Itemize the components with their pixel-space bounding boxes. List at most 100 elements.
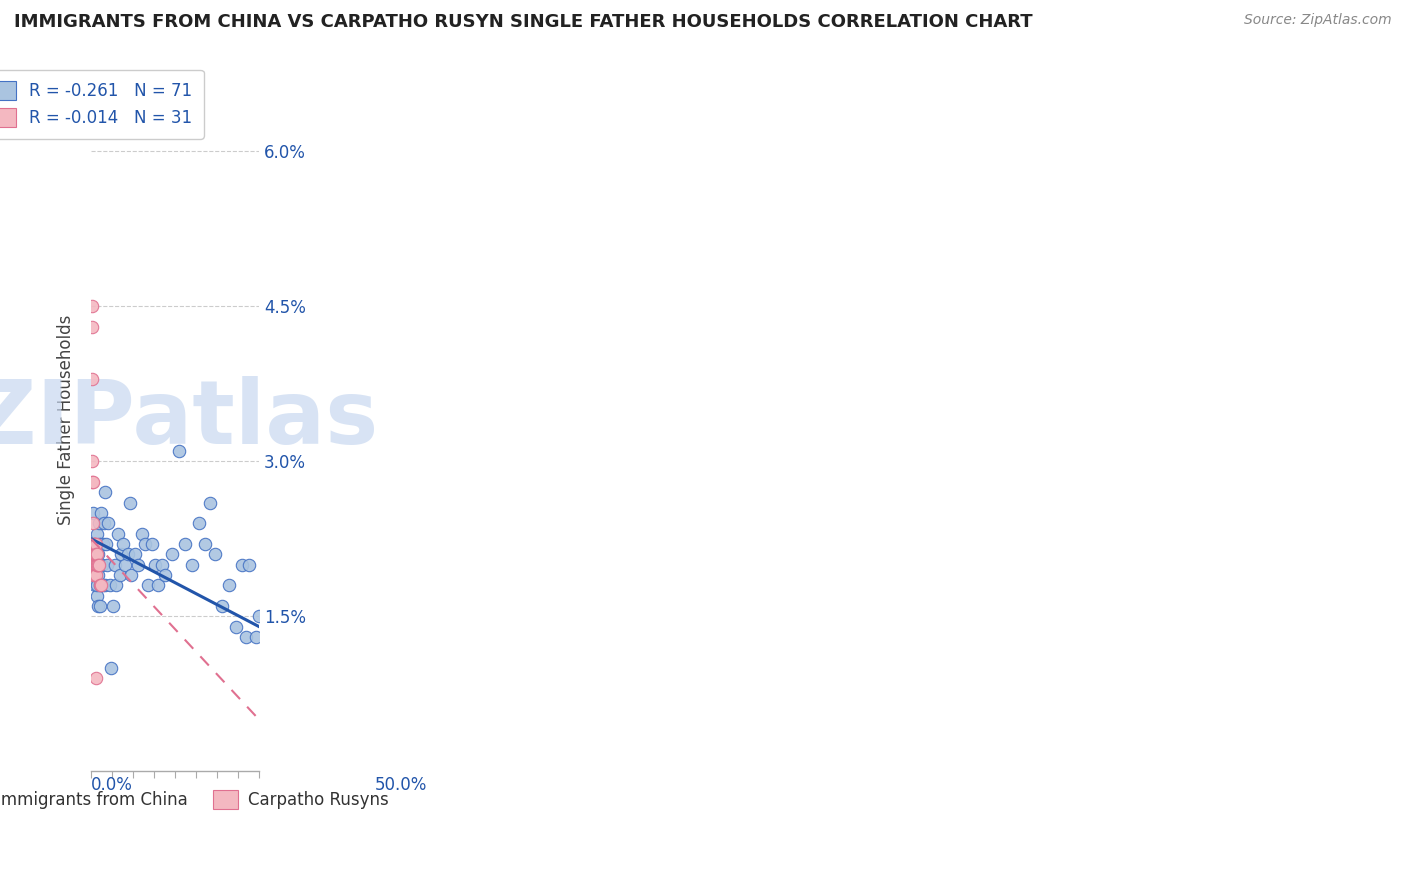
Point	[238, 558, 260, 572]
Point	[105, 578, 128, 592]
Point	[82, 454, 104, 468]
Point	[141, 537, 163, 551]
Point	[84, 537, 107, 551]
Point	[104, 558, 127, 572]
Point	[187, 516, 209, 531]
Point	[84, 671, 107, 685]
Point	[84, 558, 107, 572]
Point	[83, 547, 105, 561]
Point	[82, 299, 104, 313]
Point	[211, 599, 233, 613]
Point	[121, 568, 143, 582]
Text: 50.0%: 50.0%	[375, 776, 427, 794]
Point	[194, 537, 217, 551]
Text: Source: ZipAtlas.com: Source: ZipAtlas.com	[1244, 13, 1392, 28]
Point	[87, 599, 110, 613]
Text: ZIPatlas: ZIPatlas	[0, 376, 378, 464]
Point	[90, 537, 112, 551]
Point	[167, 444, 190, 458]
Point	[82, 558, 104, 572]
Point	[247, 609, 270, 624]
Point	[84, 558, 107, 572]
Point	[93, 485, 115, 500]
Point	[84, 578, 107, 592]
Point	[83, 568, 105, 582]
Point	[83, 547, 105, 561]
Point	[97, 516, 120, 531]
Point	[245, 630, 267, 644]
Point	[87, 558, 110, 572]
Point	[174, 537, 197, 551]
Point	[84, 547, 107, 561]
Point	[124, 547, 146, 561]
Point	[150, 558, 173, 572]
Point	[110, 547, 132, 561]
Point	[90, 506, 112, 520]
Point	[87, 568, 110, 582]
Point	[86, 547, 108, 561]
Point	[117, 547, 139, 561]
Point	[231, 558, 253, 572]
Y-axis label: Single Father Households: Single Father Households	[58, 315, 75, 525]
Point	[94, 578, 117, 592]
Point	[82, 371, 104, 385]
Point	[143, 558, 166, 572]
Point	[83, 568, 105, 582]
Point	[100, 661, 122, 675]
Point	[218, 578, 240, 592]
Point	[83, 558, 105, 572]
Point	[160, 547, 183, 561]
Point	[114, 558, 136, 572]
Point	[101, 599, 124, 613]
Point	[84, 537, 107, 551]
Point	[82, 537, 104, 551]
Point	[83, 537, 105, 551]
Point	[98, 578, 121, 592]
Point	[86, 547, 108, 561]
Point	[204, 547, 226, 561]
Point	[83, 537, 105, 551]
Point	[84, 568, 107, 582]
Point	[83, 558, 105, 572]
Point	[148, 578, 170, 592]
Text: IMMIGRANTS FROM CHINA VS CARPATHO RUSYN SINGLE FATHER HOUSEHOLDS CORRELATION CHA: IMMIGRANTS FROM CHINA VS CARPATHO RUSYN …	[14, 13, 1032, 31]
Point	[86, 558, 108, 572]
Point	[89, 599, 111, 613]
Point	[90, 578, 112, 592]
Point	[83, 537, 105, 551]
Point	[108, 568, 131, 582]
Point	[86, 526, 108, 541]
Point	[86, 578, 108, 592]
Point	[82, 506, 104, 520]
Point	[83, 537, 105, 551]
Point	[118, 495, 141, 509]
Point	[235, 630, 257, 644]
Text: 0.0%: 0.0%	[91, 776, 134, 794]
Point	[82, 475, 104, 489]
Point	[136, 578, 159, 592]
Point	[153, 568, 176, 582]
Point	[96, 537, 118, 551]
Point	[89, 578, 111, 592]
Point	[87, 558, 110, 572]
Point	[82, 516, 104, 531]
Point	[225, 620, 247, 634]
Point	[86, 558, 108, 572]
Point	[84, 568, 107, 582]
Point	[91, 578, 114, 592]
Point	[89, 516, 111, 531]
Point	[80, 123, 103, 137]
Point	[131, 526, 153, 541]
Point	[181, 558, 204, 572]
Point	[83, 558, 105, 572]
Point	[107, 526, 129, 541]
Point	[200, 495, 222, 509]
Point	[83, 537, 105, 551]
Point	[89, 578, 111, 592]
Point	[112, 537, 135, 551]
Point	[86, 589, 108, 603]
Point	[83, 568, 105, 582]
Point	[93, 516, 115, 531]
Point	[84, 547, 107, 561]
Point	[91, 537, 114, 551]
